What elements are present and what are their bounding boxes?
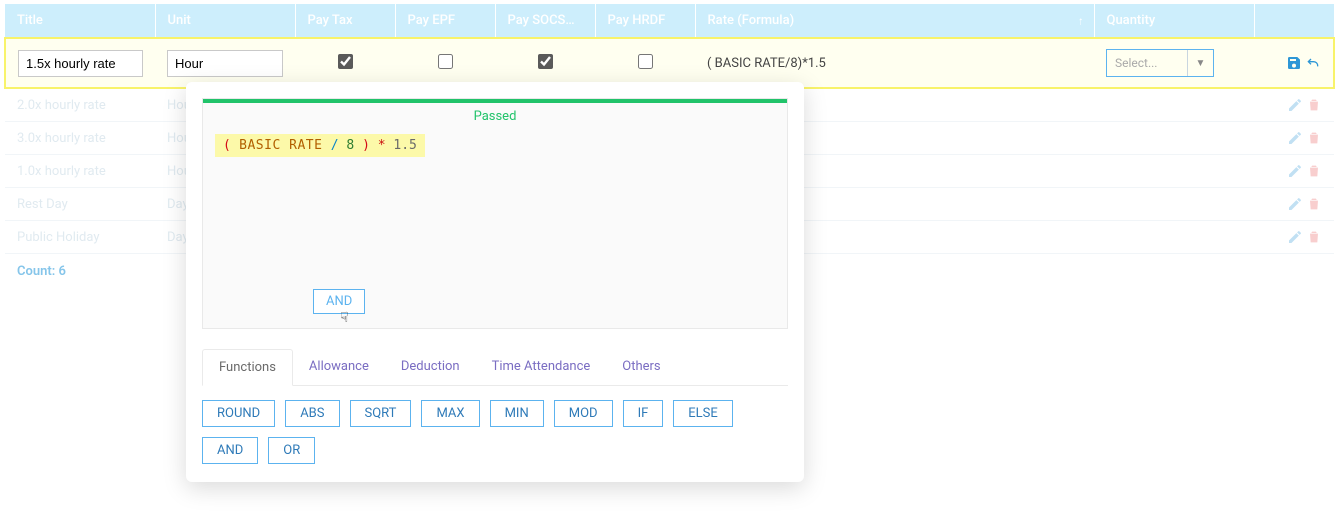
formula-popover: Passed ( BASIC RATE / 8 ) * 1.5 AND ☟ Fu… bbox=[186, 82, 804, 482]
status-text: Passed bbox=[203, 103, 787, 134]
tab-allowance[interactable]: Allowance bbox=[293, 349, 385, 385]
chevron-down-icon[interactable]: ▼ bbox=[1187, 50, 1213, 76]
delete-icon[interactable] bbox=[1306, 130, 1322, 146]
fn-else[interactable]: ELSE bbox=[673, 400, 733, 427]
tab-time-attendance[interactable]: Time Attendance bbox=[476, 349, 607, 385]
tab-deduction[interactable]: Deduction bbox=[385, 349, 476, 385]
formula-editor-panel: Passed ( BASIC RATE / 8 ) * 1.5 AND ☟ bbox=[202, 98, 788, 329]
hover-token-tooltip: AND ☟ bbox=[313, 289, 365, 314]
fn-max[interactable]: MAX bbox=[421, 400, 479, 427]
pay-hrdf-checkbox[interactable] bbox=[638, 54, 653, 69]
edit-icon[interactable] bbox=[1287, 196, 1303, 212]
undo-icon[interactable] bbox=[1305, 55, 1321, 71]
formula-token: * bbox=[370, 138, 393, 153]
fn-min[interactable]: MIN bbox=[490, 400, 544, 427]
pay-epf-checkbox[interactable] bbox=[438, 54, 453, 69]
delete-icon[interactable] bbox=[1306, 97, 1322, 113]
delete-icon[interactable] bbox=[1306, 229, 1322, 245]
tab-functions[interactable]: Functions bbox=[202, 349, 293, 386]
quantity-placeholder: Select... bbox=[1107, 56, 1187, 70]
edit-icon[interactable] bbox=[1287, 97, 1303, 113]
edit-icon[interactable] bbox=[1287, 163, 1303, 179]
fn-mod[interactable]: MOD bbox=[554, 400, 613, 427]
header-row: Title Unit Pay Tax Pay EPF Pay SOCS… Pay… bbox=[5, 4, 1334, 38]
col-rate[interactable]: Rate (Formula) ↑ bbox=[695, 4, 1094, 38]
col-title[interactable]: Title bbox=[5, 4, 155, 38]
col-rate-label: Rate (Formula) bbox=[708, 13, 795, 28]
formula-token: ) bbox=[362, 138, 370, 153]
fn-abs[interactable]: ABS bbox=[285, 400, 339, 427]
delete-icon[interactable] bbox=[1306, 196, 1322, 212]
col-pay-epf[interactable]: Pay EPF bbox=[395, 4, 495, 38]
save-icon[interactable] bbox=[1286, 55, 1302, 71]
fn-and[interactable]: AND bbox=[202, 437, 258, 464]
col-pay-hrdf[interactable]: Pay HRDF bbox=[595, 4, 695, 38]
fn-if[interactable]: IF bbox=[623, 400, 664, 427]
formula-token: 8 bbox=[339, 138, 362, 153]
formula-token: 1.5 bbox=[393, 138, 416, 153]
function-tabs: FunctionsAllowanceDeductionTime Attendan… bbox=[202, 349, 788, 386]
cursor-icon: ☟ bbox=[340, 310, 349, 326]
edit-row: ( BASIC RATE/8)*1.5 Select... ▼ bbox=[5, 38, 1334, 88]
formula-token: / bbox=[331, 138, 339, 153]
pay-socso-checkbox[interactable] bbox=[538, 54, 553, 69]
title-input[interactable] bbox=[18, 50, 143, 77]
col-actions bbox=[1254, 4, 1334, 38]
fn-round[interactable]: ROUND bbox=[202, 400, 275, 427]
quantity-select[interactable]: Select... ▼ bbox=[1106, 49, 1214, 77]
edit-icon[interactable] bbox=[1287, 229, 1303, 245]
col-quantity[interactable]: Quantity bbox=[1094, 4, 1254, 38]
unit-input[interactable] bbox=[167, 50, 283, 77]
formula-token: ( bbox=[223, 138, 231, 153]
delete-icon[interactable] bbox=[1306, 163, 1322, 179]
pay-tax-checkbox[interactable] bbox=[338, 54, 353, 69]
edit-icon[interactable] bbox=[1287, 130, 1303, 146]
hover-token-text: AND bbox=[326, 294, 352, 309]
fn-or[interactable]: OR bbox=[268, 437, 315, 464]
sort-asc-icon[interactable]: ↑ bbox=[1078, 14, 1084, 27]
formula-token: BASIC RATE bbox=[231, 138, 331, 153]
col-pay-socso[interactable]: Pay SOCS… bbox=[495, 4, 595, 38]
rate-formula-text[interactable]: ( BASIC RATE/8)*1.5 bbox=[707, 56, 826, 71]
formula-content[interactable]: ( BASIC RATE / 8 ) * 1.5 bbox=[215, 134, 425, 157]
fn-sqrt[interactable]: SQRT bbox=[350, 400, 412, 427]
function-buttons: ROUND ABS SQRT MAX MIN MOD IF ELSE AND OR bbox=[186, 386, 804, 482]
col-pay-tax[interactable]: Pay Tax bbox=[295, 4, 395, 38]
col-unit[interactable]: Unit bbox=[155, 4, 295, 38]
tab-others[interactable]: Others bbox=[606, 349, 676, 385]
